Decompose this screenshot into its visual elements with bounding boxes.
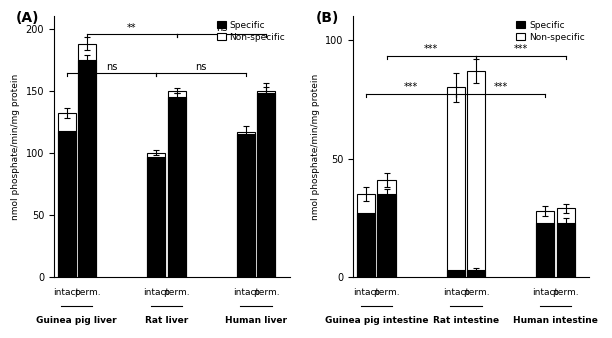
Bar: [536, 223, 554, 277]
Text: intact: intact: [53, 288, 80, 296]
Text: Rat intestine: Rat intestine: [433, 316, 499, 325]
Bar: [78, 60, 96, 277]
Bar: [447, 88, 465, 277]
Text: perm.: perm.: [163, 288, 190, 296]
Bar: [557, 209, 575, 277]
Bar: [78, 44, 96, 277]
Bar: [257, 93, 275, 277]
Y-axis label: nmol phosphate/min/mg protein: nmol phosphate/min/mg protein: [311, 74, 319, 220]
Bar: [58, 113, 76, 277]
Bar: [378, 180, 395, 277]
Text: perm.: perm.: [553, 288, 579, 296]
Bar: [557, 223, 575, 277]
Text: intact: intact: [143, 288, 170, 296]
Bar: [168, 91, 185, 277]
Text: perm.: perm.: [373, 288, 400, 296]
Bar: [147, 153, 165, 277]
Text: **: **: [127, 23, 136, 33]
Text: ***: ***: [424, 44, 438, 54]
Text: Rat liver: Rat liver: [145, 316, 188, 325]
Bar: [237, 132, 255, 277]
Text: Guinea pig intestine: Guinea pig intestine: [324, 316, 428, 325]
Bar: [357, 194, 375, 277]
Text: intact: intact: [233, 288, 259, 296]
Text: ns: ns: [106, 62, 117, 72]
Text: ***: ***: [493, 82, 507, 92]
Bar: [237, 134, 255, 277]
Text: (A): (A): [16, 11, 40, 25]
Bar: [536, 211, 554, 277]
Text: ns: ns: [195, 62, 207, 72]
Text: Human liver: Human liver: [225, 316, 287, 325]
Text: Guinea pig liver: Guinea pig liver: [37, 316, 117, 325]
Text: (B): (B): [316, 11, 339, 25]
Text: intact: intact: [353, 288, 379, 296]
Legend: Specific, Non-specific: Specific, Non-specific: [517, 21, 585, 42]
Text: perm.: perm.: [73, 288, 100, 296]
Bar: [467, 71, 485, 277]
Text: Human intestine: Human intestine: [513, 316, 598, 325]
Text: ***: ***: [404, 82, 418, 92]
Y-axis label: nmol phosphate/min/mg protein: nmol phosphate/min/mg protein: [11, 74, 20, 220]
Bar: [447, 270, 465, 277]
Bar: [58, 130, 76, 277]
Text: perm.: perm.: [253, 288, 280, 296]
Bar: [168, 97, 185, 277]
Bar: [147, 157, 165, 277]
Text: intact: intact: [532, 288, 558, 296]
Bar: [378, 194, 395, 277]
Text: perm.: perm.: [463, 288, 490, 296]
Legend: Specific, Non-specific: Specific, Non-specific: [217, 21, 285, 42]
Bar: [467, 270, 485, 277]
Bar: [257, 91, 275, 277]
Text: intact: intact: [442, 288, 469, 296]
Bar: [357, 213, 375, 277]
Text: ns: ns: [216, 23, 227, 33]
Text: ***: ***: [514, 44, 528, 54]
